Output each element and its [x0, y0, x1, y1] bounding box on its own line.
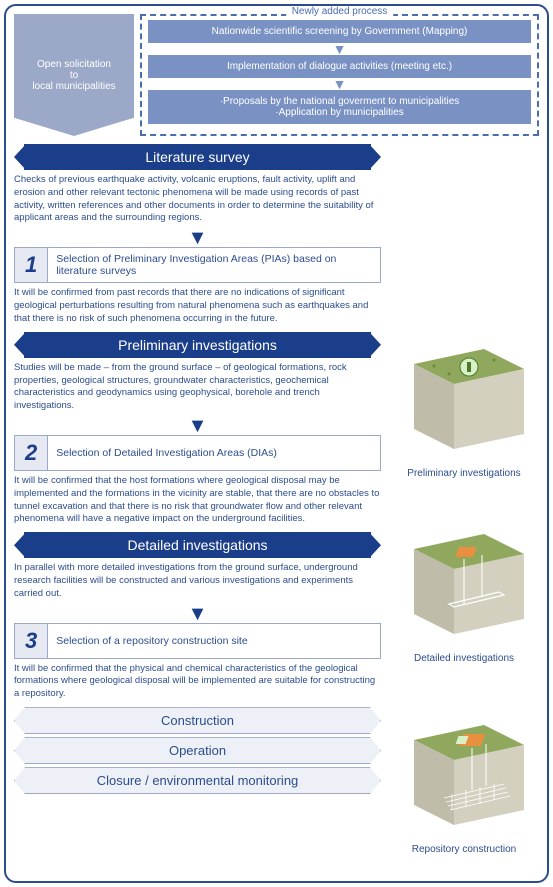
final-box-construction: Construction: [14, 707, 381, 734]
selection-box-2: 2 Selection of Detailed Investigation Ar…: [14, 435, 381, 471]
selection-box-1: 1 Selection of Preliminary Investigation…: [14, 247, 381, 283]
selection-number: 3: [15, 624, 48, 658]
selection-label: Selection of a repository construction s…: [48, 631, 380, 651]
process-box-b: Implementation of dialogue activities (m…: [148, 55, 531, 78]
selection-text-1: It will be confirmed from past records t…: [14, 287, 381, 325]
selection-text-3: It will be confirmed that the physical a…: [14, 663, 381, 701]
cube-caption-a: Preliminary investigations: [389, 468, 539, 479]
selection-label: Selection of Detailed Investigation Area…: [48, 443, 380, 463]
cube-caption-b: Detailed investigations: [389, 653, 539, 664]
arrow-icon: ▼: [148, 80, 531, 88]
right-column: Preliminary investigations Detailed inve…: [389, 144, 539, 873]
selection-number: 1: [15, 248, 48, 282]
left-column: Literature survey Checks of previous ear…: [14, 144, 381, 873]
cube-detailed: [394, 519, 534, 649]
final-box-closure: Closure / environmental monitoring: [14, 767, 381, 794]
phase-header-preliminary: Preliminary investigations: [24, 332, 371, 358]
phase-text-detailed: In parallel with more detailed investiga…: [14, 562, 381, 600]
down-arrow-icon: ▼: [14, 231, 381, 245]
open-solicitation-box: Open solicitationtolocal municipalities: [14, 14, 134, 136]
phase-header-detailed: Detailed investigations: [24, 532, 371, 558]
process-box-c: ·Proposals by the national goverment to …: [148, 90, 531, 124]
down-arrow-icon: ▼: [14, 607, 381, 621]
selection-box-3: 3 Selection of a repository construction…: [14, 623, 381, 659]
process-box-a: Nationwide scientific screening by Gover…: [148, 20, 531, 43]
new-process-label: Newly added process: [286, 6, 394, 17]
down-arrow-icon: ▼: [14, 419, 381, 433]
phase-text-literature: Checks of previous earthquake activity, …: [14, 174, 381, 225]
new-process-panel: Newly added process Nationwide scientifi…: [140, 14, 539, 136]
arrow-icon: ▼: [148, 45, 531, 53]
main-area: Literature survey Checks of previous ear…: [14, 144, 539, 873]
cube-repository: [394, 710, 534, 840]
top-row: Open solicitationtolocal municipalities …: [14, 14, 539, 136]
selection-text-2: It will be confirmed that the host forma…: [14, 475, 381, 526]
diagram-frame: Open solicitationtolocal municipalities …: [4, 4, 549, 883]
phase-text-preliminary: Studies will be made – from the ground s…: [14, 362, 381, 413]
open-solicitation-text: Open solicitationtolocal municipalities: [32, 59, 115, 92]
selection-number: 2: [15, 436, 48, 470]
final-box-operation: Operation: [14, 737, 381, 764]
cube-preliminary: [394, 334, 534, 464]
cube-caption-c: Repository construction: [389, 844, 539, 855]
phase-header-literature: Literature survey: [24, 144, 371, 170]
selection-label: Selection of Preliminary Investigation A…: [48, 249, 380, 281]
